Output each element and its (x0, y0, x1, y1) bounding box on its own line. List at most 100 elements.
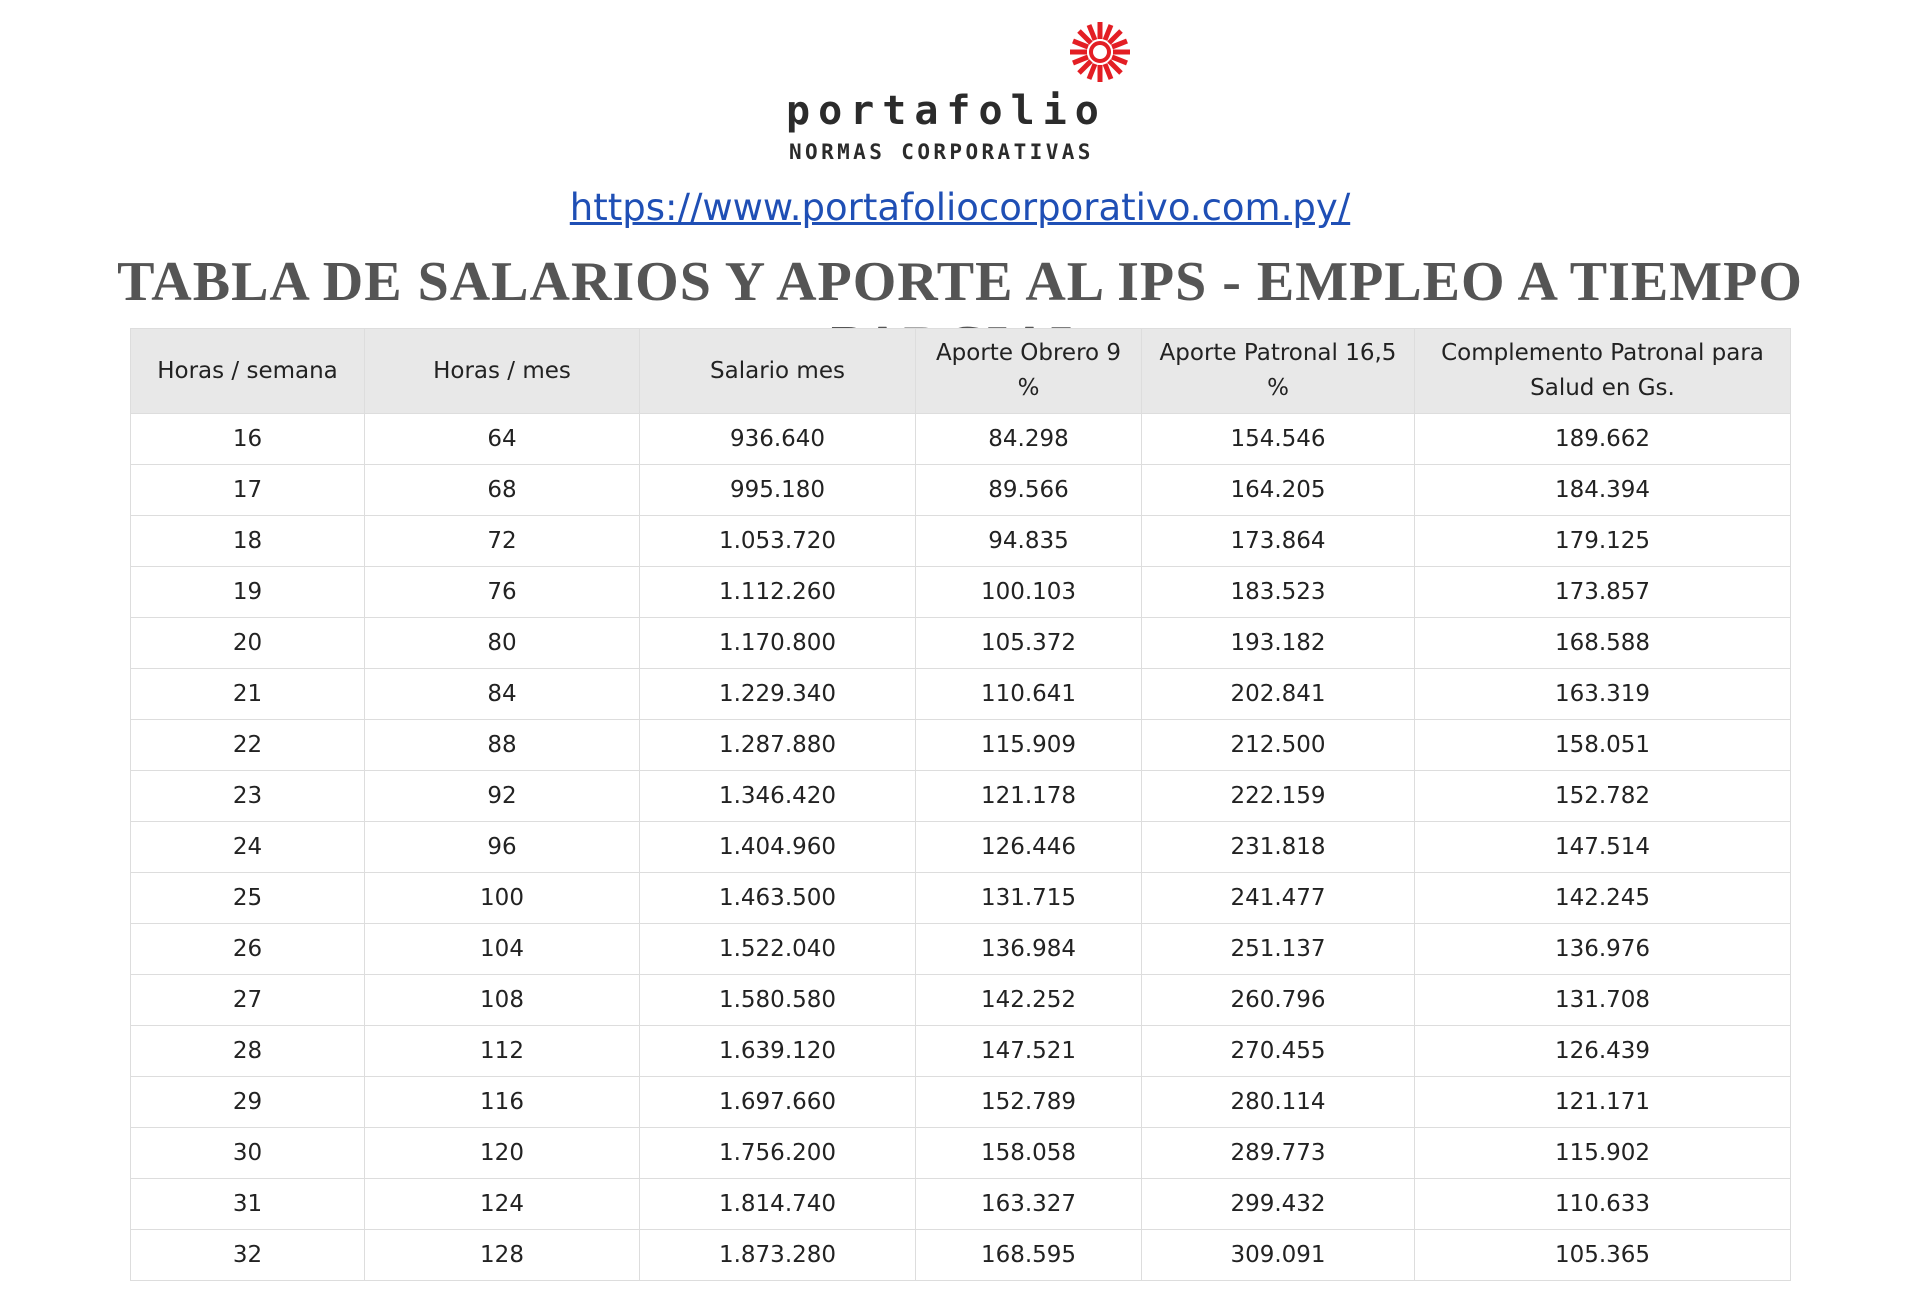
table-cell: 105.365 (1414, 1229, 1791, 1281)
logo-sunburst (1070, 22, 1130, 82)
table-cell: 89.566 (915, 464, 1142, 516)
table-header: Horas / semana Horas / mes Salario mes Apor… (130, 328, 1791, 414)
table-row: 22 88 1.287.880 115.909 212.500 158.051 (130, 719, 1791, 771)
table-cell: 936.640 (639, 413, 916, 465)
table-cell: 126.446 (915, 821, 1142, 873)
table-cell: 202.841 (1141, 668, 1415, 720)
table-cell: 179.125 (1414, 515, 1791, 567)
table-cell: 94.835 (915, 515, 1142, 567)
table-row: 17 68 995.180 89.566 164.205 184.394 (130, 464, 1791, 516)
table-cell: 222.159 (1141, 770, 1415, 822)
table-cell: 32 (130, 1229, 365, 1281)
table-cell: 193.182 (1141, 617, 1415, 669)
table-row: 26 104 1.522.040 136.984 251.137 136.976 (130, 923, 1791, 975)
table-cell: 124 (364, 1178, 640, 1230)
table-cell: 1.697.660 (639, 1076, 916, 1128)
table-cell: 115.909 (915, 719, 1142, 771)
table-cell: 152.789 (915, 1076, 1142, 1128)
table-cell: 1.639.120 (639, 1025, 916, 1077)
table-cell: 104 (364, 923, 640, 975)
table-cell: 154.546 (1141, 413, 1415, 465)
logo (1070, 22, 1130, 82)
table-cell: 152.782 (1414, 770, 1791, 822)
table-cell: 164.205 (1141, 464, 1415, 516)
table-cell: 995.180 (639, 464, 916, 516)
table-cell: 72 (364, 515, 640, 567)
column-header: Salario mes (639, 328, 916, 414)
table-cell: 88 (364, 719, 640, 771)
table-cell: 173.864 (1141, 515, 1415, 567)
table-cell: 142.245 (1414, 872, 1791, 924)
table-cell: 260.796 (1141, 974, 1415, 1026)
table-cell: 112 (364, 1025, 640, 1077)
salary-table: Horas / semana Horas / mes Salario mes Apor… (130, 328, 1791, 1281)
table-cell: 289.773 (1141, 1127, 1415, 1179)
table-cell: 27 (130, 974, 365, 1026)
table-cell: 121.178 (915, 770, 1142, 822)
column-header: Horas / mes (364, 328, 640, 414)
table-cell: 241.477 (1141, 872, 1415, 924)
table-row: 31 124 1.814.740 163.327 299.432 110.633 (130, 1178, 1791, 1230)
table-row: 29 116 1.697.660 152.789 280.114 121.171 (130, 1076, 1791, 1128)
table-cell: 29 (130, 1076, 365, 1128)
table-row: 25 100 1.463.500 131.715 241.477 142.245 (130, 872, 1791, 924)
column-header: Complemento Patronal para Salud en Gs. (1414, 328, 1791, 414)
table-cell: 309.091 (1141, 1229, 1415, 1281)
table-cell: 270.455 (1141, 1025, 1415, 1077)
table-cell: 64 (364, 413, 640, 465)
table-row: 18 72 1.053.720 94.835 173.864 179.125 (130, 515, 1791, 567)
table-row: 16 64 936.640 84.298 154.546 189.662 (130, 413, 1791, 465)
table-cell: 1.873.280 (639, 1229, 916, 1281)
table-cell: 19 (130, 566, 365, 618)
table-cell: 128 (364, 1229, 640, 1281)
table-cell: 18 (130, 515, 365, 567)
table-cell: 147.521 (915, 1025, 1142, 1077)
table-cell: 147.514 (1414, 821, 1791, 873)
table-cell: 31 (130, 1178, 365, 1230)
table-cell: 110.641 (915, 668, 1142, 720)
table-cell: 24 (130, 821, 365, 873)
table-cell: 136.984 (915, 923, 1142, 975)
table-cell: 120 (364, 1127, 640, 1179)
table-cell: 131.715 (915, 872, 1142, 924)
table-cell: 299.432 (1141, 1178, 1415, 1230)
table-cell: 1.814.740 (639, 1178, 916, 1230)
table-cell: 68 (364, 464, 640, 516)
table-row: 27 108 1.580.580 142.252 260.796 131.708 (130, 974, 1791, 1026)
table-cell: 76 (364, 566, 640, 618)
table-cell: 20 (130, 617, 365, 669)
website-link[interactable]: https://www.portafoliocorporativo.com.py… (569, 186, 1351, 229)
table-cell: 1.404.960 (639, 821, 916, 873)
table-cell: 163.319 (1414, 668, 1791, 720)
table-cell: 163.327 (915, 1178, 1142, 1230)
table-row: 24 96 1.404.960 126.446 231.818 147.514 (130, 821, 1791, 873)
table-cell: 28 (130, 1025, 365, 1077)
table-cell: 1.522.040 (639, 923, 916, 975)
table-cell: 21 (130, 668, 365, 720)
table-cell: 158.058 (915, 1127, 1142, 1179)
table-cell: 23 (130, 770, 365, 822)
brand: portafolio (786, 88, 1107, 134)
table-cell: 1.463.500 (639, 872, 916, 924)
table-cell: 108 (364, 974, 640, 1026)
table-cell: 1.053.720 (639, 515, 916, 567)
table-row: 19 76 1.112.260 100.103 183.523 173.857 (130, 566, 1791, 618)
table-cell: 173.857 (1414, 566, 1791, 618)
table-cell: 168.588 (1414, 617, 1791, 669)
column-header: Aporte Patronal 16,5 % (1141, 328, 1415, 414)
table-cell: 212.500 (1141, 719, 1415, 771)
table-cell: 22 (130, 719, 365, 771)
table-cell: 131.708 (1414, 974, 1791, 1026)
table-cell: 84 (364, 668, 640, 720)
table-cell: 280.114 (1141, 1076, 1415, 1128)
table-cell: 26 (130, 923, 365, 975)
table-cell: 96 (364, 821, 640, 873)
table-cell: 136.976 (1414, 923, 1791, 975)
table-cell: 251.137 (1141, 923, 1415, 975)
table-cell: 30 (130, 1127, 365, 1179)
table-cell: 1.229.340 (639, 668, 916, 720)
table-cell: 1.346.420 (639, 770, 916, 822)
table-cell: 110.633 (1414, 1178, 1791, 1230)
table-cell: 25 (130, 872, 365, 924)
